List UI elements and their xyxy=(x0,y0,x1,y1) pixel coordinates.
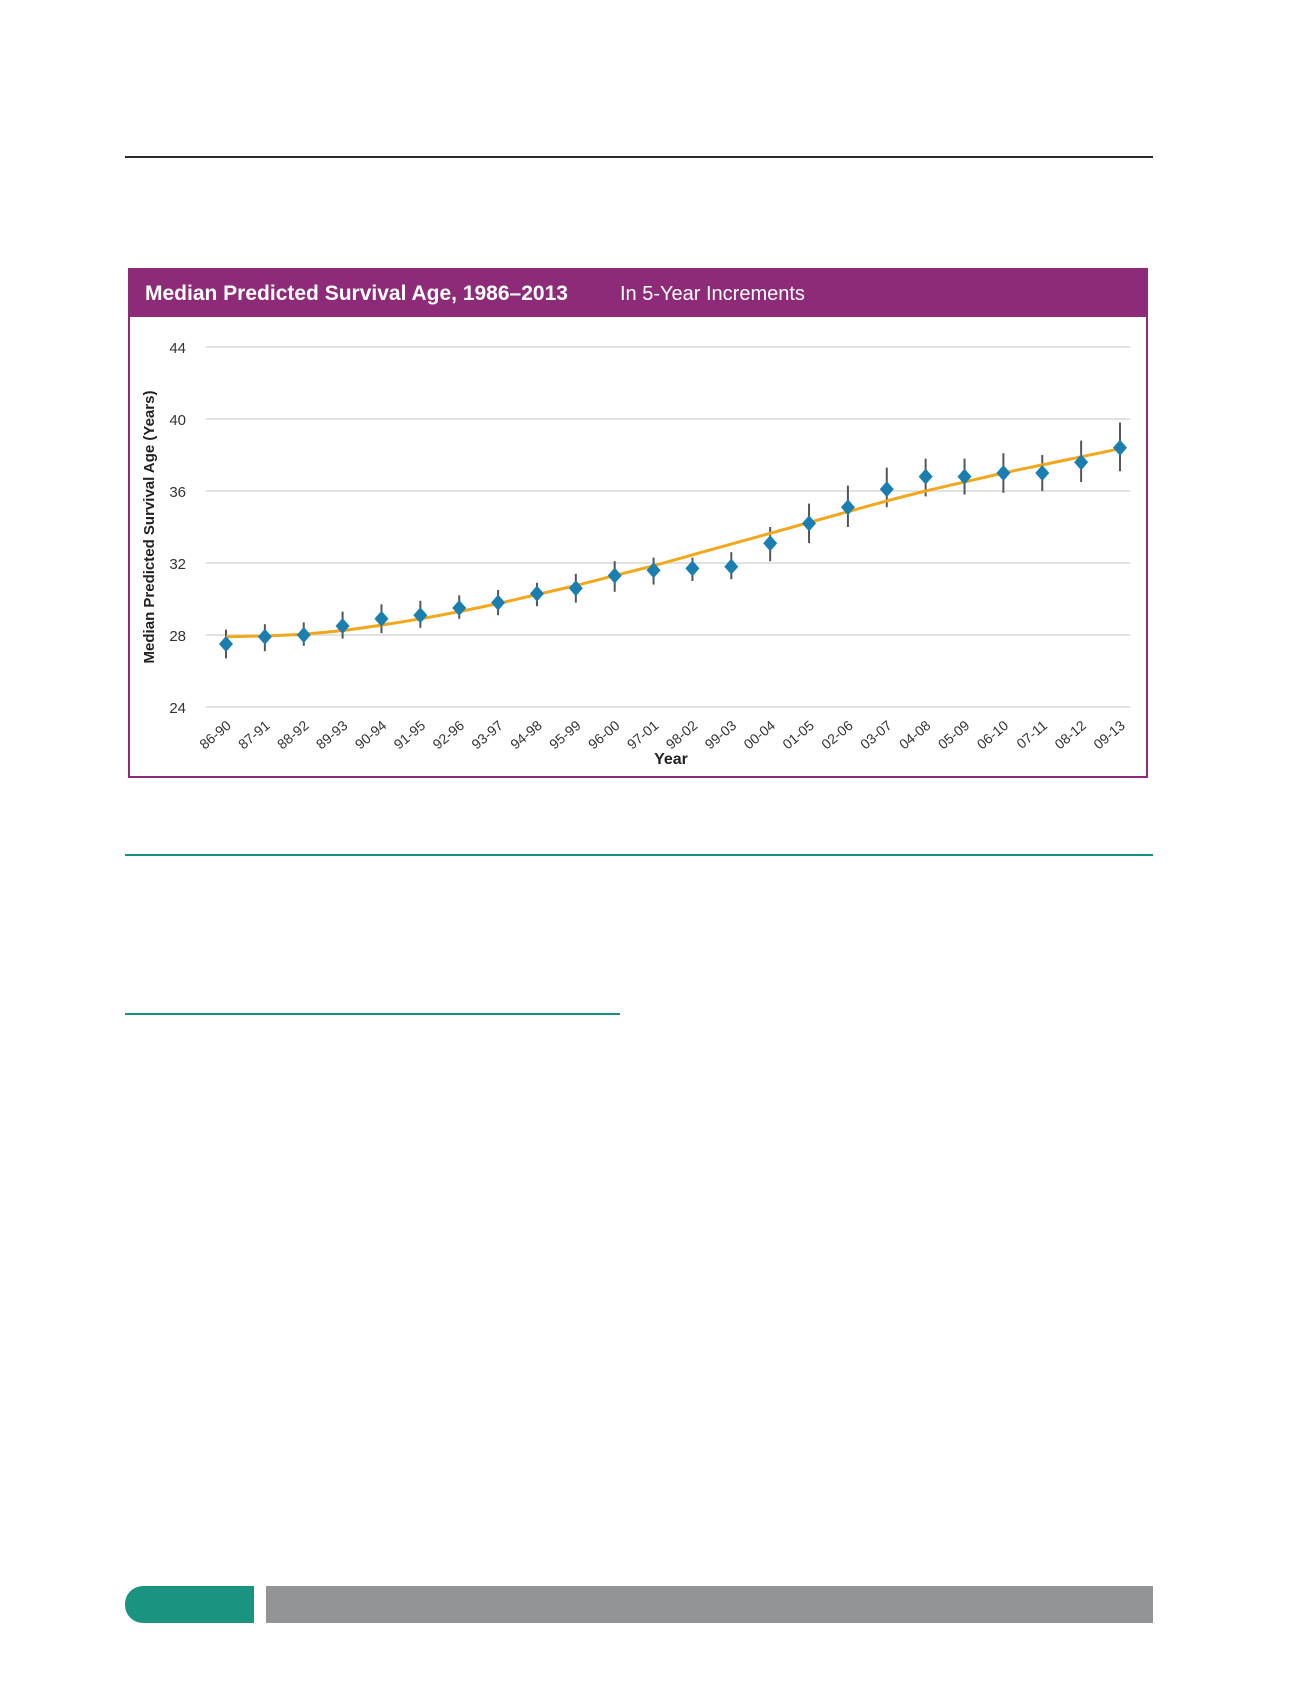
x-tick-label: 08-12 xyxy=(1051,717,1089,752)
x-tick-label: 03-07 xyxy=(857,717,895,752)
data-point xyxy=(529,585,544,602)
x-tick-label: 00-04 xyxy=(740,717,778,752)
data-point xyxy=(646,562,661,579)
chart-panel: Median Predicted Survival Age, 1986–2013… xyxy=(128,268,1148,778)
top-rule xyxy=(125,156,1153,158)
footer-bar xyxy=(266,1586,1153,1623)
x-tick-label: 97-01 xyxy=(624,717,662,752)
x-tick-label: 92-96 xyxy=(429,717,467,752)
data-point xyxy=(1074,454,1089,471)
data-point xyxy=(840,499,855,516)
chart-plot: 24 28 32 36 40 44 Median Predicted Survival Ag… xyxy=(141,340,1130,768)
x-tick-label: 91-95 xyxy=(391,717,429,752)
x-tick-label: 88-92 xyxy=(274,717,312,752)
x-tick-label: 95-99 xyxy=(546,717,584,752)
data-point xyxy=(879,481,894,498)
y-tick-label: 40 xyxy=(169,412,186,429)
y-tick-label: 32 xyxy=(169,556,186,573)
data-point xyxy=(607,567,622,584)
y-tick-label: 28 xyxy=(169,628,186,645)
chart-header: Median Predicted Survival Age, 1986–2013… xyxy=(130,270,1146,317)
data-point xyxy=(957,468,972,485)
chart-title: Median Predicted Survival Age, 1986–2013 xyxy=(145,282,568,305)
x-tick-label: 06-10 xyxy=(974,717,1012,752)
section-rule xyxy=(125,854,1153,856)
x-tick-label: 90-94 xyxy=(352,717,390,752)
x-tick-label: 02-06 xyxy=(818,717,856,752)
x-tick-label: 87-91 xyxy=(235,717,273,752)
y-tick-label: 44 xyxy=(169,340,186,357)
data-point xyxy=(374,610,389,627)
chart-subtitle: In 5-Year Increments xyxy=(620,283,805,305)
data-point xyxy=(918,468,933,485)
x-tick-label: 01-05 xyxy=(779,717,817,752)
data-point xyxy=(685,560,700,577)
x-tick-label: 93-97 xyxy=(468,717,506,752)
data-point xyxy=(996,465,1011,481)
x-tick-label: 89-93 xyxy=(313,717,351,752)
x-tick-label: 07-11 xyxy=(1013,717,1050,752)
data-point xyxy=(568,580,583,597)
x-tick-label: 86-90 xyxy=(196,717,234,752)
data-point xyxy=(763,535,778,552)
data-point xyxy=(257,628,272,645)
x-tick-label: 05-09 xyxy=(935,717,973,752)
data-point xyxy=(1113,439,1127,456)
x-axis-label: Year xyxy=(654,751,688,768)
data-point xyxy=(724,558,739,575)
data-point xyxy=(335,618,350,634)
x-tick-label: 04-08 xyxy=(896,717,934,752)
footer-tab xyxy=(125,1586,254,1623)
x-tick-label: 94-98 xyxy=(507,717,545,752)
x-tick-label: 99-03 xyxy=(702,717,740,752)
y-tick-label: 24 xyxy=(169,700,186,717)
x-tick-label: 09-13 xyxy=(1090,717,1128,752)
data-point xyxy=(491,594,506,611)
y-axis-label: Median Predicted Survival Age (Years) xyxy=(141,391,158,664)
data-point xyxy=(219,636,233,652)
x-tick-label: 98-02 xyxy=(663,717,701,752)
data-point xyxy=(452,600,467,616)
trend-line xyxy=(225,447,1121,639)
y-tick-label: 36 xyxy=(169,484,186,501)
subsection-rule xyxy=(125,1013,620,1015)
data-point xyxy=(296,627,311,643)
data-point xyxy=(1035,465,1050,481)
data-point xyxy=(413,607,428,624)
x-tick-label: 96-00 xyxy=(585,717,623,752)
data-point xyxy=(802,515,817,532)
